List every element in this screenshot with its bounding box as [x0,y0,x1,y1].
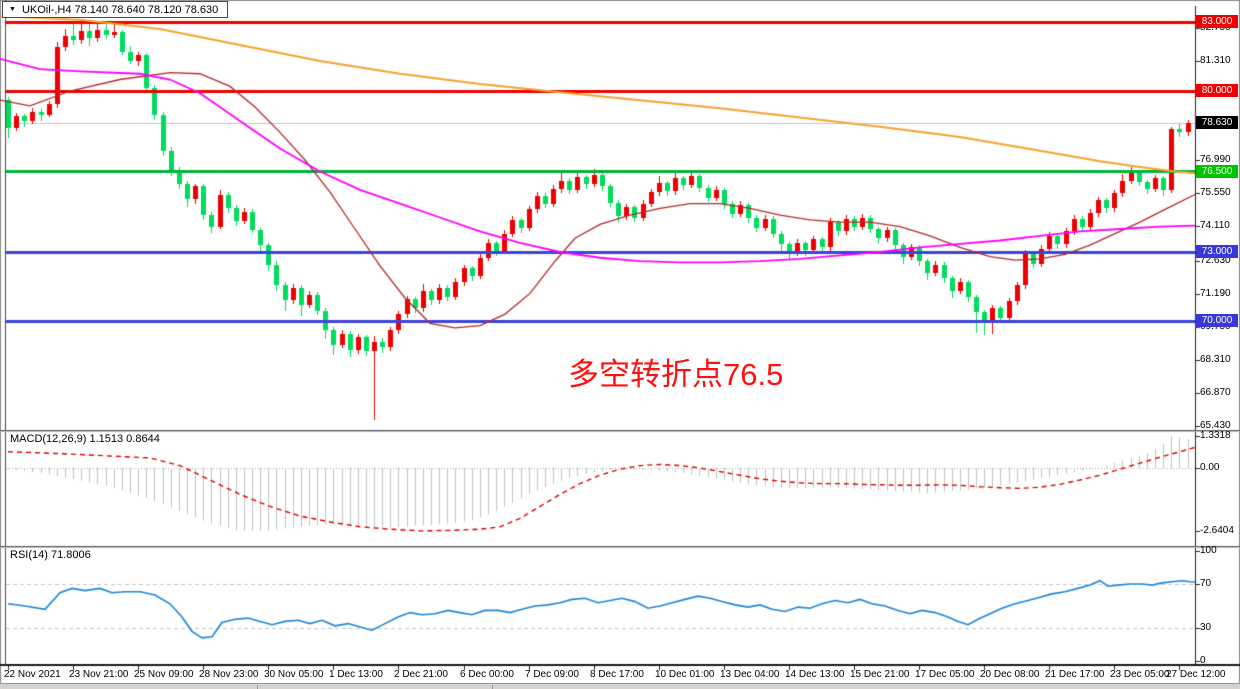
status-separator [257,685,258,689]
price-annotation-text: 多空转折点76.5 [568,357,784,392]
symbol-dropdown-icon[interactable]: ▼ [9,6,16,13]
rsi-label: RSI(14) 71.8006 [10,549,95,561]
chart-title: UKOil-,H4 78.140 78.640 78.120 78.630 [21,3,219,16]
status-separator [492,685,493,689]
macd-label: MACD(12,26,9) 1.1513 0.8644 [10,433,164,445]
chart-title-box: ▼ UKOil-,H4 78.140 78.640 78.120 78.630 [2,1,229,18]
status-bar [0,683,1240,689]
